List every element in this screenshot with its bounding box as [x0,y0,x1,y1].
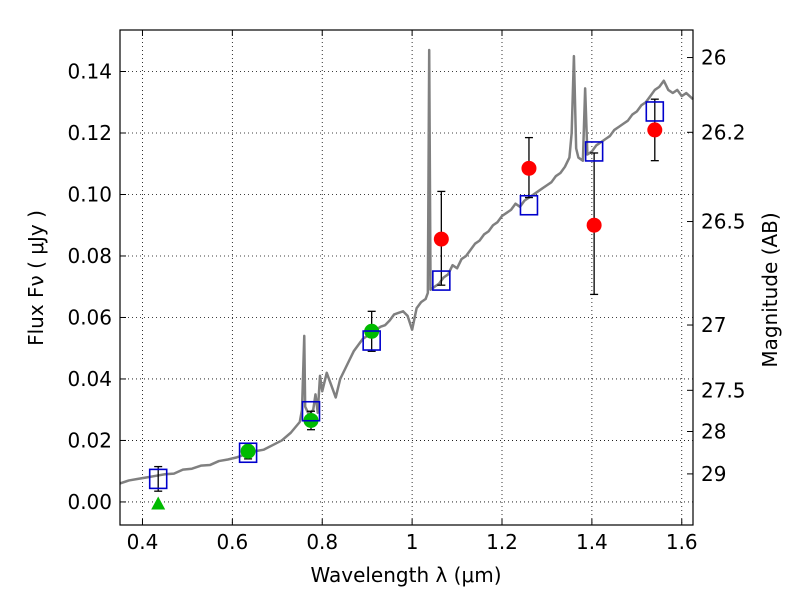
x-tick-label: 0.4 [127,530,159,554]
y2-tick-label: 27.5 [701,378,746,402]
ticks-layer: 0.00 0.02 0.04 0.06 0.08 0.10 0.12 0.14 0.4 0.6 0.… [67,30,746,554]
model-flux-square [432,270,451,291]
y-tick-label: 0.00 [67,490,112,514]
model-flux-square [301,400,321,422]
x-tick-label: 1.6 [666,530,698,554]
model-flux-square [238,442,258,464]
upper-limit-triangle [151,496,166,510]
plot-frame [119,29,694,526]
model-flux-square [519,194,539,216]
points-layer [148,98,665,510]
y-tick-label: 0.10 [67,182,112,206]
y-tick-label: 0.06 [67,305,112,329]
labels-layer: Wavelength λ (μm) Flux Fν ( μJy ) Magnit… [24,210,782,587]
x-axis-label: Wavelength λ (μm) [310,563,501,587]
model-flux-square [584,141,604,162]
y2-axis-label: Magnitude (AB) [758,212,782,367]
model-spectrum-line [119,48,694,485]
x-tick-label: 0.8 [306,530,338,554]
model-layer [119,48,694,485]
y-tick-label: 0.12 [67,121,112,145]
data-point-circle [586,217,602,233]
x-tick-label: 1 [406,530,419,554]
y-tick-label: 0.04 [67,367,112,391]
x-tick-label: 0.6 [216,530,248,554]
y2-tick-label: 28 [701,420,726,444]
x-tick-label: 1.4 [576,530,608,554]
data-point-circle [240,443,256,459]
y-tick-label: 0.08 [67,244,112,268]
y2-tick-label: 27 [701,313,726,337]
data-point-circle [647,122,663,138]
y2-tick-label: 26 [701,46,726,70]
model-flux-square [362,330,381,351]
grid-layer [120,30,693,525]
model-flux-square [148,468,168,490]
data-point-circle [521,160,537,176]
x-tick-label: 1.2 [486,530,518,554]
data-point-circle [433,231,449,247]
model-flux-square [645,101,665,122]
y-tick-label: 0.14 [67,60,112,84]
y2-tick-label: 26.2 [701,120,746,144]
y2-tick-label: 26.5 [701,210,746,234]
y2-tick-label: 29 [701,462,726,486]
y-axis-label: Flux Fν ( μJy ) [24,210,48,346]
y-tick-label: 0.02 [67,428,112,452]
